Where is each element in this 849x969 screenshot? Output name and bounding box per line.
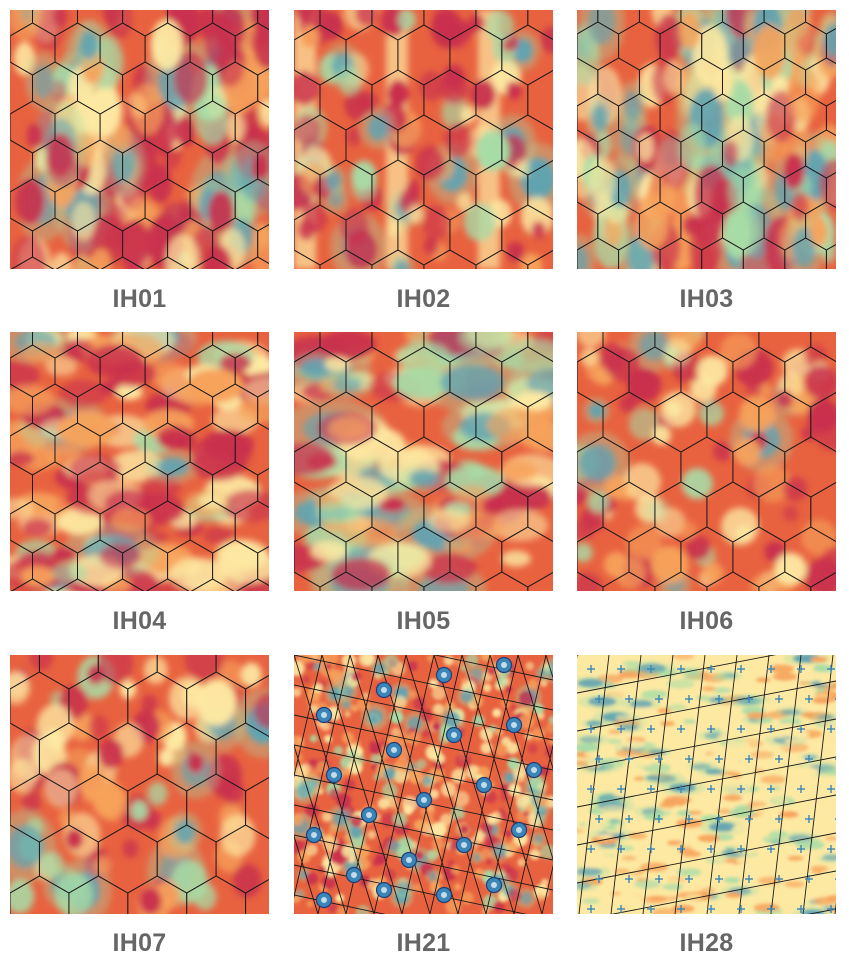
lattice-lines <box>577 10 836 269</box>
pattern-image <box>577 655 836 914</box>
pattern-tile-ih03 <box>577 10 836 269</box>
pattern-tile-ih21 <box>294 655 553 914</box>
lattice-lines <box>577 332 836 591</box>
lattice-lines <box>577 655 836 914</box>
tile-label: IH01 <box>112 285 167 313</box>
pattern-field <box>577 655 836 914</box>
pattern-tile-ih07 <box>10 655 269 914</box>
lattice-lines <box>10 655 269 914</box>
pattern-field <box>10 332 269 591</box>
pattern-field <box>10 655 269 914</box>
pattern-image <box>10 655 269 914</box>
lattice-lines <box>10 10 269 269</box>
pattern-field <box>577 10 836 269</box>
tile-label: IH05 <box>396 607 451 635</box>
lattice-lines <box>10 332 269 591</box>
pattern-image <box>294 655 553 914</box>
pattern-image <box>10 332 269 591</box>
pattern-field <box>294 332 553 591</box>
pattern-image <box>577 10 836 269</box>
tile-label: IH04 <box>112 607 167 635</box>
lattice-lines <box>294 10 553 269</box>
pattern-image <box>577 332 836 591</box>
lattice-lines <box>294 332 553 591</box>
pattern-image <box>294 10 553 269</box>
pattern-image <box>10 10 269 269</box>
pattern-tile-ih05 <box>294 332 553 591</box>
tile-label: IH03 <box>679 285 734 313</box>
pattern-tile-ih06 <box>577 332 836 591</box>
pattern-tile-ih01 <box>10 10 269 269</box>
pattern-image <box>294 332 553 591</box>
pattern-tile-ih28 <box>577 655 836 914</box>
tile-label: IH07 <box>112 929 167 957</box>
pattern-field <box>294 10 553 269</box>
tile-label: IH02 <box>396 285 451 313</box>
tile-label: IH28 <box>679 929 734 957</box>
tile-label: IH21 <box>396 929 451 957</box>
pattern-field <box>577 332 836 591</box>
tile-label: IH06 <box>679 607 734 635</box>
pattern-tile-ih02 <box>294 10 553 269</box>
pattern-field <box>10 10 269 269</box>
pattern-tile-ih04 <box>10 332 269 591</box>
